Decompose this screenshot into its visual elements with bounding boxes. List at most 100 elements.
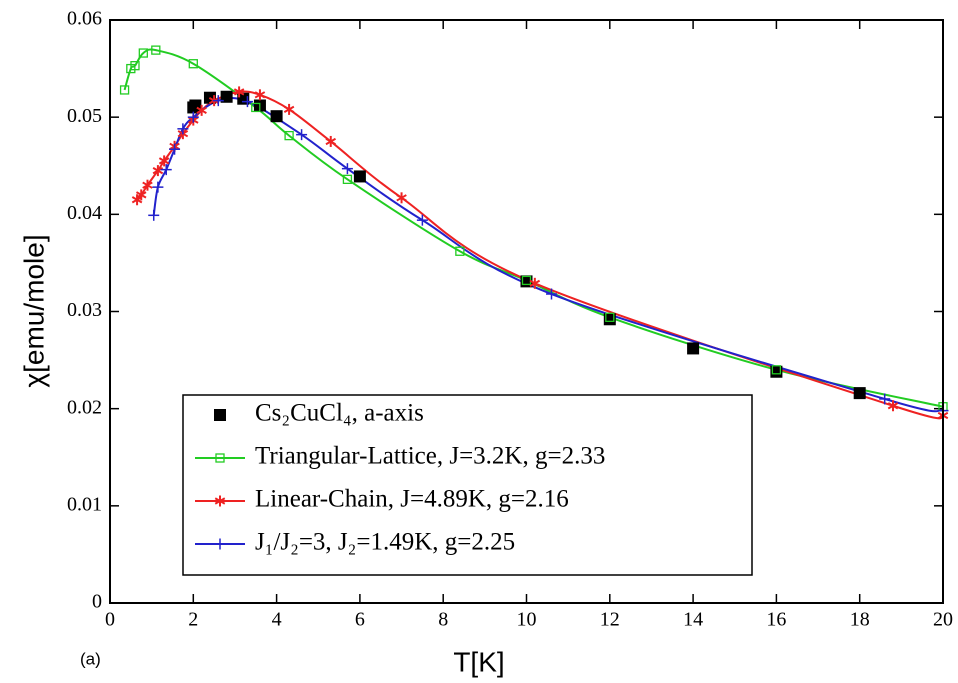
marker [130,61,140,71]
marker-shape [215,453,225,463]
y-tick-label: 0 [92,591,102,613]
x-tick-label: 4 [272,609,282,631]
series-line [136,90,944,420]
legend-box [182,394,753,576]
marker [455,246,465,256]
y-axis-label: χ[emu/mole] [18,234,49,387]
marker-shape [119,85,130,95]
marker-shape [233,88,245,96]
marker [169,143,181,155]
legend: Cs₂CuCl₄, a-axis Triangular-Lattice, J=3.… [182,394,753,576]
marker-shape [151,45,161,55]
marker-shape [283,105,295,114]
marker [416,214,428,226]
marker [771,365,782,375]
marker [396,192,407,204]
marker [212,95,224,107]
x-tick-label: 2 [188,609,198,631]
marker-shape [251,102,261,113]
marker-shape [214,409,226,421]
marker-shape [135,191,147,199]
series-line [123,48,944,408]
marker [770,365,783,378]
marker [341,163,353,175]
marker [529,277,541,289]
marker-shape [687,342,700,355]
marker-shape [853,387,866,400]
marker-shape [130,61,140,71]
marker-shape [396,194,407,202]
marker-shape [196,106,207,114]
marker [148,209,160,221]
y-tick-label: 0.02 [67,396,102,418]
y-tick-label: 0.06 [67,8,102,30]
marker-shape [152,166,164,175]
marker-shape [214,497,226,505]
marker-shape [254,91,266,99]
marker [142,179,153,191]
marker [214,495,226,507]
x-tick-label: 20 [933,609,953,631]
marker [353,170,366,183]
marker-shape [455,246,465,256]
y-tick-label: 0.05 [67,105,102,127]
marker [215,453,225,463]
legend-label: Cs₂CuCl₄, a-axis [255,400,424,427]
marker [152,181,164,193]
x-tick-label: 12 [600,609,620,631]
marker [687,342,700,355]
marker-shape [529,279,541,287]
legend-label: J₁/J₂=3, J₂=1.49K, g=2.25 [255,529,515,556]
marker-shape [771,365,782,375]
marker [214,538,226,550]
plot-frame [109,19,944,604]
marker [879,393,891,405]
x-tick-label: 10 [517,609,537,631]
legend-label: Triangular-Lattice, J=3.2K, g=2.33 [255,443,605,470]
marker [545,288,557,300]
marker [196,104,207,116]
annotation: (a) [80,649,101,668]
marker-shape [284,130,294,141]
marker-shape [270,110,283,123]
marker [220,90,233,103]
marker-shape [887,402,899,410]
marker-shape [158,157,170,165]
marker [853,387,866,400]
y-tick-label: 0.03 [67,299,102,321]
x-tick-label: 6 [355,609,365,631]
marker-shape [770,365,783,378]
marker [158,155,170,167]
marker [251,102,261,113]
marker-shape [325,137,337,146]
marker [605,312,615,322]
series-line [152,97,944,413]
marker-shape [353,170,366,183]
marker-shape [220,90,233,103]
marker [887,400,899,412]
marker [160,164,172,176]
x-tick-label: 18 [850,609,870,631]
marker [233,86,245,98]
x-tick-label: 14 [683,609,703,631]
y-tick-label: 0.04 [67,202,102,224]
marker [270,110,283,123]
marker [151,45,161,55]
legend-label: Linear-Chain, J=4.89K, g=2.16 [255,486,569,513]
x-tick-label: 0 [105,609,115,631]
marker-shape [603,313,616,326]
marker [296,129,308,141]
marker [119,85,130,95]
x-axis-label: T[K] [453,646,504,677]
marker-shape [342,174,353,185]
marker-shape [138,48,148,58]
marker [241,96,253,108]
marker-shape [605,312,615,322]
x-tick-label: 8 [438,609,448,631]
marker [603,313,616,326]
marker-shape [188,59,198,69]
marker [187,111,199,123]
marker [188,59,198,69]
marker [135,189,147,201]
marker [283,103,295,115]
